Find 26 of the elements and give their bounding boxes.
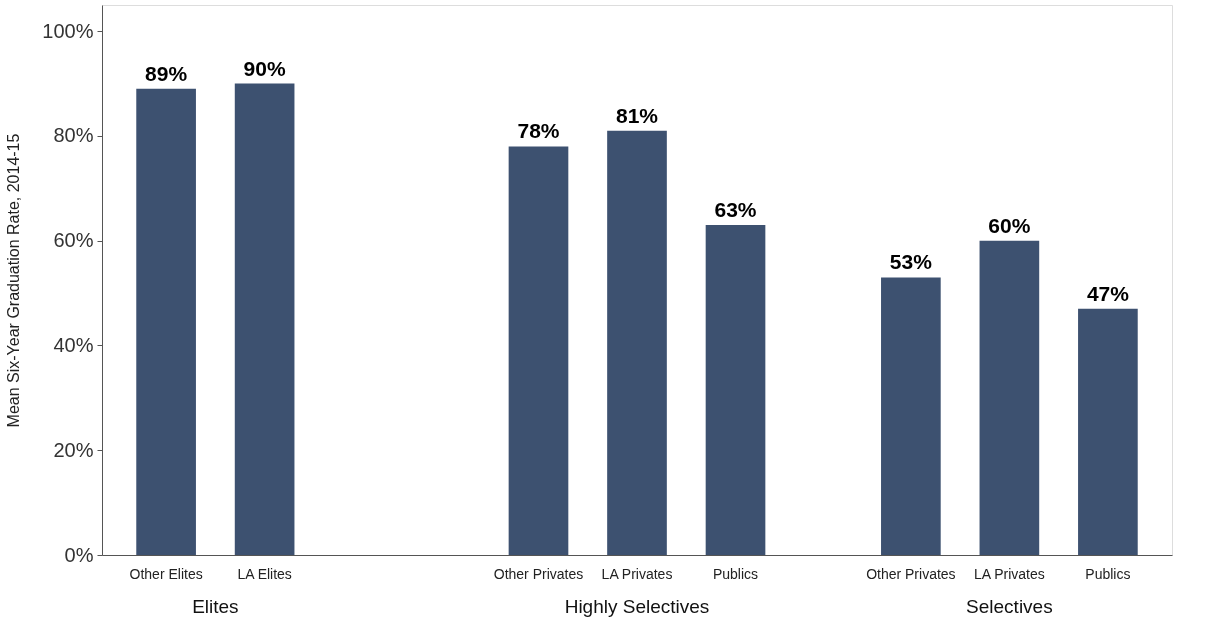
data-label: 63%	[714, 198, 757, 221]
x-tick-label: LA Privates	[601, 566, 673, 582]
y-tick-label: 20%	[53, 438, 94, 461]
data-label: 47%	[1086, 281, 1130, 305]
data-label: 89%	[145, 61, 188, 85]
data-label: 81%	[615, 103, 659, 127]
y-tick-label: 100%	[42, 19, 94, 42]
text: Elites	[192, 596, 239, 617]
y-tick-label: 60%	[53, 229, 94, 252]
data-label: 53%	[889, 250, 933, 274]
data-label: 78%	[517, 119, 560, 143]
x-tick-label: Other Elites	[129, 566, 203, 582]
x-tick-label: LA Privates	[973, 566, 1045, 582]
y-tick-label: 80%	[53, 124, 94, 147]
x-tick-label: LA Elites	[237, 566, 292, 582]
x-tick-label: Publics	[1085, 566, 1131, 582]
y-tick-label: 40%	[53, 333, 94, 356]
y-axis-title: Mean Six-Year Graduation Rate, 2014-15	[5, 133, 23, 428]
text: Selectives	[966, 596, 1053, 617]
y-tick-label: 0%	[64, 543, 94, 566]
data-label: 90%	[243, 56, 286, 80]
x-tick-label: Other Privates	[866, 566, 956, 582]
data-label: 60%	[988, 213, 1031, 237]
text: Highly Selectives	[564, 596, 710, 617]
x-tick-label: Other Privates	[493, 566, 584, 582]
x-tick-label: Publics	[712, 566, 759, 582]
